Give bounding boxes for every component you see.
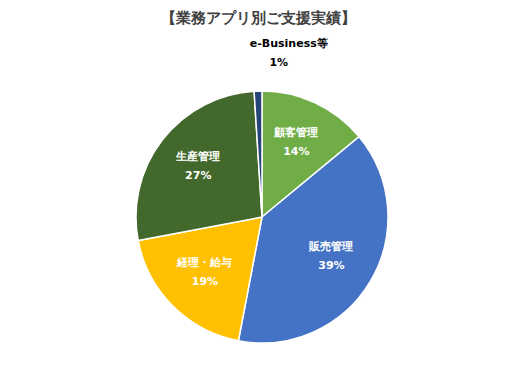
slice-label: 顧客管理 [273,126,318,139]
chart-svg: 【業務アプリ別ご支援実績】顧客管理 14% 販売管理 39% 経理・給与 19% 生産管理 2… [0,0,525,365]
slice-label: 経理・給与 [176,256,232,269]
slice-label: 生産管理 [175,150,220,163]
pie-slice [136,91,262,240]
pie-labels: 顧客管理 14% 販売管理 39% 経理・給与 19% 生産管理 27% e-Business等… [175,37,353,288]
chart-root: 【業務アプリ別ご支援実績】顧客管理 14% 販売管理 39% 経理・給与 19% 生産管理 2… [0,0,525,365]
slice-value: 19% [192,275,218,288]
slice-label: 販売管理 [308,240,353,253]
slice-value: 1% [269,56,288,69]
chart-title: 【業務アプリ別ご支援実績】 [161,9,356,27]
pie-slice [254,91,262,217]
slice-label: e-Business等 [250,37,328,50]
pie-slices [136,91,388,343]
slice-value: 14% [283,145,309,158]
slice-value: 27% [185,169,211,182]
slice-value: 39% [318,259,344,272]
